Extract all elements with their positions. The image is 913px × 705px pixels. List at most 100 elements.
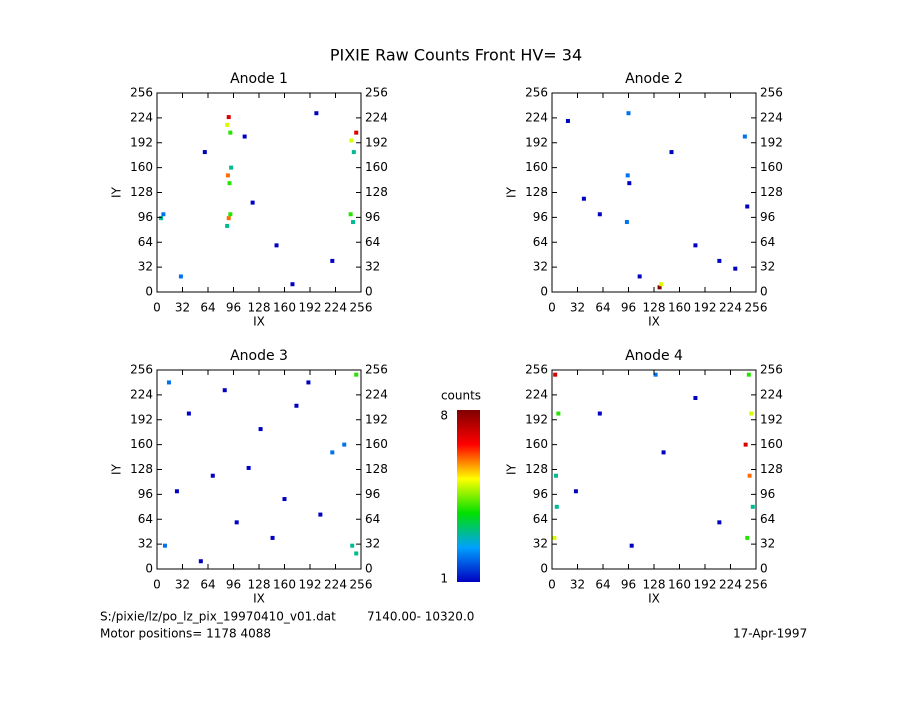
y-tick-label-right: 192: [365, 135, 388, 149]
y-tick-label: 32: [138, 537, 153, 551]
pixel: [554, 504, 559, 509]
pixel: [624, 220, 629, 225]
footer-motor: Motor positions= 1178 4088: [100, 627, 271, 641]
y-tick-label-right: 256: [365, 86, 388, 100]
y-tick-label-right: 256: [760, 86, 783, 100]
plot-frame: [551, 369, 757, 570]
y-tick-label: 128: [525, 185, 548, 199]
y-tick-label: 224: [525, 110, 548, 124]
panel-title: Anode 1: [230, 71, 288, 87]
pixel: [178, 274, 183, 279]
pixel: [306, 380, 311, 385]
footer-file: S:/pixie/lz/po_lz_pix_19970410_v01.dat: [100, 610, 336, 624]
y-tick-label: 96: [533, 210, 548, 224]
x-tick-label: 256: [350, 578, 373, 592]
y-tick-label-right: 32: [760, 537, 775, 551]
y-tick-label-right: 160: [365, 437, 388, 451]
y-axis-label: IY: [505, 186, 519, 198]
pixel: [228, 130, 233, 135]
pixel: [330, 258, 335, 263]
pixel: [186, 411, 191, 416]
colorbar-tick-label: 1: [440, 572, 448, 586]
y-tick-label: 96: [138, 210, 153, 224]
x-tick-label: 96: [226, 578, 241, 592]
pixel: [226, 115, 231, 120]
pixel: [733, 266, 738, 271]
footer-range: 7140.00- 10320.0: [367, 610, 474, 624]
y-tick-label: 192: [525, 135, 548, 149]
pixel: [351, 150, 356, 155]
y-tick-label: 32: [138, 260, 153, 274]
x-tick-label: 64: [200, 301, 215, 315]
y-tick-label-right: 64: [760, 512, 775, 526]
pixel: [350, 543, 355, 548]
pixel: [625, 173, 630, 178]
x-tick-label: 0: [548, 578, 556, 592]
y-tick-label-right: 256: [760, 363, 783, 377]
pixel: [246, 465, 251, 470]
pixel: [657, 285, 662, 290]
pixel: [693, 243, 698, 248]
y-tick-label-right: 64: [365, 512, 380, 526]
y-tick-label-right: 0: [365, 285, 373, 299]
pixel: [270, 535, 275, 540]
y-tick-label-right: 160: [760, 437, 783, 451]
y-tick-label: 224: [525, 387, 548, 401]
pixel: [717, 258, 722, 263]
pixel: [354, 130, 359, 135]
y-tick-label: 192: [525, 412, 548, 426]
panel-title: Anode 3: [230, 348, 288, 364]
x-tick-label: 0: [153, 578, 161, 592]
y-tick-label-right: 128: [365, 462, 388, 476]
x-tick-label: 128: [248, 578, 271, 592]
pixel: [348, 212, 353, 217]
x-tick-label: 224: [324, 578, 347, 592]
pixel: [565, 118, 570, 123]
x-tick-label: 64: [200, 578, 215, 592]
pixel: [556, 411, 561, 416]
pixel: [354, 372, 359, 377]
pixel: [573, 489, 578, 494]
pixel: [228, 212, 233, 217]
x-tick-label: 192: [694, 301, 717, 315]
y-tick-label: 256: [525, 363, 548, 377]
panel-title: Anode 2: [625, 71, 683, 87]
plot-frame: [156, 369, 362, 570]
pixel: [597, 411, 602, 416]
y-tick-label-right: 192: [760, 412, 783, 426]
pixel: [581, 196, 586, 201]
pixel: [745, 535, 750, 540]
x-tick-label: 224: [719, 578, 742, 592]
x-tick-label: 0: [548, 301, 556, 315]
y-tick-label-right: 96: [365, 210, 380, 224]
y-tick-label: 128: [130, 185, 153, 199]
pixel: [290, 282, 295, 287]
x-tick-label: 32: [570, 578, 585, 592]
x-tick-label: 32: [175, 578, 190, 592]
pixel: [250, 200, 255, 205]
pixel: [354, 551, 359, 556]
x-axis-label: IX: [253, 592, 265, 606]
y-tick-label: 32: [533, 537, 548, 551]
pixel: [349, 138, 354, 143]
pixel: [553, 372, 558, 377]
pixel: [552, 535, 557, 540]
y-tick-label-right: 0: [760, 285, 768, 299]
figure-title: PIXIE Raw Counts Front HV= 34: [330, 46, 582, 65]
x-tick-label: 192: [299, 578, 322, 592]
pixel: [627, 181, 632, 186]
y-tick-label-right: 32: [760, 260, 775, 274]
pixel: [258, 427, 263, 432]
x-tick-label: 192: [694, 578, 717, 592]
y-tick-label-right: 32: [365, 537, 380, 551]
pixel: [174, 489, 179, 494]
x-tick-label: 128: [248, 301, 271, 315]
y-axis-label: IY: [110, 186, 124, 198]
y-tick-label-right: 128: [760, 462, 783, 476]
x-tick-label: 160: [668, 578, 691, 592]
y-tick-label-right: 224: [760, 110, 783, 124]
y-tick-label: 256: [130, 86, 153, 100]
x-tick-label: 256: [350, 301, 373, 315]
pixel: [342, 442, 347, 447]
